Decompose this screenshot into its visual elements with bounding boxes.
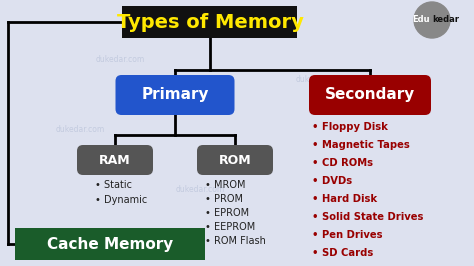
Text: dukedar.com: dukedar.com [95, 56, 145, 64]
Text: • Solid State Drives: • Solid State Drives [312, 212, 423, 222]
Text: • Magnetic Tapes: • Magnetic Tapes [312, 140, 410, 150]
Text: • MROM: • MROM [205, 180, 246, 190]
Text: • SD Cards: • SD Cards [312, 248, 373, 258]
Text: • PROM: • PROM [205, 194, 243, 204]
Text: • Static: • Static [95, 180, 132, 190]
Bar [15, 228, 205, 260]
Text: • EEPROM: • EEPROM [205, 222, 255, 232]
Text: • EPROM: • EPROM [205, 208, 249, 218]
FancyBboxPatch shape [197, 145, 273, 175]
Text: Cache Memory: Cache Memory [47, 236, 173, 251]
Text: dukedar.com: dukedar.com [175, 185, 225, 194]
FancyBboxPatch shape [77, 145, 153, 175]
Text: Secondary: Secondary [325, 88, 415, 102]
Text: RAM: RAM [99, 153, 131, 167]
Text: dukedar.com: dukedar.com [295, 76, 345, 85]
Text: • Hard Disk: • Hard Disk [312, 194, 377, 204]
FancyBboxPatch shape [309, 75, 431, 115]
Text: Primary: Primary [141, 88, 209, 102]
Text: Types of Memory: Types of Memory [117, 13, 303, 31]
Text: • DVDs: • DVDs [312, 176, 352, 186]
Text: • Dynamic: • Dynamic [95, 195, 147, 205]
Bar [122, 6, 298, 38]
Circle shape [414, 2, 450, 38]
Text: ROM: ROM [219, 153, 251, 167]
Text: kedar: kedar [432, 15, 459, 24]
Text: • Floppy Disk: • Floppy Disk [312, 122, 388, 132]
FancyBboxPatch shape [116, 75, 235, 115]
Text: • CD ROMs: • CD ROMs [312, 158, 373, 168]
Text: Edu: Edu [412, 15, 430, 24]
Text: dukedar.com: dukedar.com [55, 126, 105, 135]
Text: • ROM Flash: • ROM Flash [205, 236, 266, 246]
Text: • Pen Drives: • Pen Drives [312, 230, 383, 240]
